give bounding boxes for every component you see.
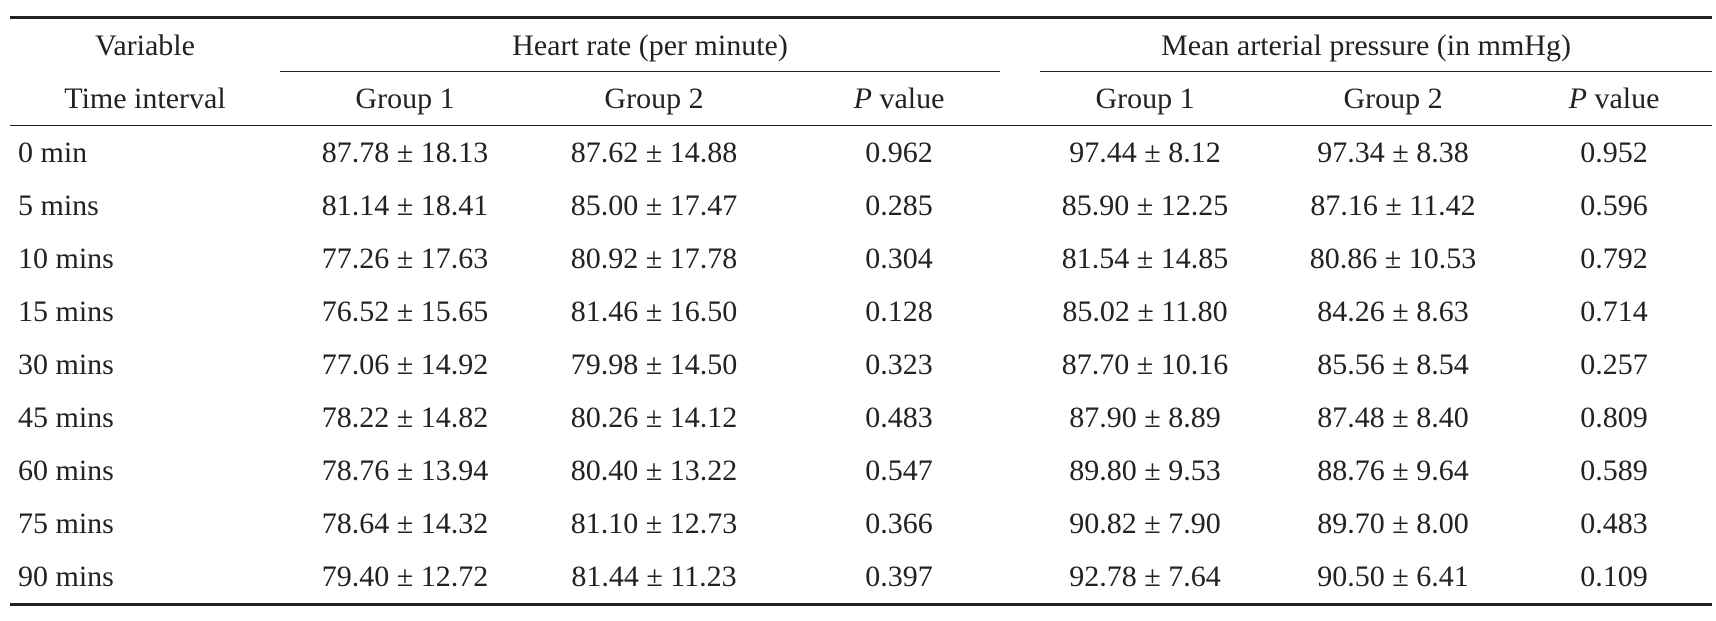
- cell-map-group2: 88.76 ± 9.64: [1317, 453, 1469, 487]
- cell-time: 0 min: [18, 135, 88, 169]
- cell-hr-group1: 77.06 ± 14.92: [321, 347, 489, 381]
- table-row: 30 mins 77.06 ± 14.92 79.98 ± 14.50 0.323 87…: [10, 338, 1712, 391]
- table-row: 90 mins 79.40 ± 12.72 81.44 ± 11.23 0.397 92…: [10, 550, 1713, 606]
- cell-map-p-value: 0.792: [1580, 241, 1648, 275]
- cell-map-group2: 84.26 ± 8.63: [1317, 294, 1469, 328]
- header-heart-rate: Heart rate (per minute): [280, 16, 1021, 72]
- cell-hr-p-value: 0.304: [865, 241, 933, 275]
- cell-map-group2: 87.16 ± 11.42: [1310, 188, 1476, 222]
- map-underline: [1040, 71, 1713, 72]
- p-value-word: value: [1594, 81, 1660, 115]
- comparison-table: Variable Heart rate (per minute) Mean ar…: [10, 16, 1713, 606]
- cell-time: 60 mins: [18, 453, 114, 487]
- cell-hr-group2: 79.98 ± 14.50: [570, 347, 738, 381]
- cell-hr-group2: 81.44 ± 11.23: [530, 550, 778, 606]
- header-map-label: Mean arterial pressure (in mmHg): [1161, 28, 1571, 62]
- cell-map-group2: 89.70 ± 8.00: [1317, 506, 1469, 540]
- table-row: 10 mins 77.26 ± 17.63 80.92 ± 17.78 0.304 81…: [10, 232, 1712, 285]
- cell-map-p-value: 0.109: [1516, 550, 1713, 606]
- cell-hr-group2: 80.26 ± 14.12: [570, 400, 738, 434]
- table-row: 45 mins 78.22 ± 14.82 80.26 ± 14.12 0.483 87…: [10, 391, 1712, 444]
- p-letter: P: [853, 81, 872, 115]
- cell-map-p-value: 0.809: [1580, 400, 1648, 434]
- header-row-1: Variable Heart rate (per minute) Mean ar…: [10, 16, 1713, 72]
- cell-hr-group2: 80.92 ± 17.78: [570, 241, 738, 275]
- cell-hr-p-value: 0.483: [865, 400, 933, 434]
- cell-map-group1: 87.90 ± 8.89: [1069, 400, 1221, 434]
- header-map-group2: Group 2: [1270, 72, 1517, 126]
- cell-map-p-value: 0.952: [1580, 135, 1648, 169]
- cell-hr-group1: 76.52 ± 15.65: [321, 294, 489, 328]
- cell-map-group2: 85.56 ± 8.54: [1317, 347, 1469, 381]
- cell-map-group1: 87.70 ± 10.16: [1061, 347, 1229, 381]
- cell-hr-group1: 77.26 ± 17.63: [321, 241, 489, 275]
- cell-map-group1: 85.90 ± 12.25: [1061, 188, 1229, 222]
- cell-hr-p-value: 0.962: [865, 135, 933, 169]
- cell-hr-p-value: 0.323: [865, 347, 933, 381]
- cell-map-group2: 97.34 ± 8.38: [1317, 135, 1469, 169]
- header-map: Mean arterial pressure (in mmHg): [1020, 16, 1713, 72]
- data-table-container: Variable Heart rate (per minute) Mean ar…: [10, 16, 1713, 606]
- table-row: 0 min 87.78 ± 18.13 87.62 ± 14.88 0.962 97.4…: [10, 126, 1712, 180]
- cell-time: 10 mins: [18, 241, 114, 275]
- cell-map-p-value: 0.714: [1580, 294, 1648, 328]
- header-time-interval: Time interval: [10, 72, 280, 126]
- header-heart-rate-label: Heart rate (per minute): [512, 28, 788, 62]
- cell-time: 75 mins: [18, 506, 114, 540]
- header-map-group1: Group 1: [1020, 72, 1271, 126]
- cell-hr-p-value: 0.128: [865, 294, 933, 328]
- header-map-p-value: P value: [1516, 72, 1713, 126]
- header-hr-group1: Group 1: [280, 72, 530, 126]
- cell-map-p-value: 0.596: [1580, 188, 1648, 222]
- cell-hr-group1: 81.14 ± 18.41: [321, 188, 489, 222]
- cell-hr-group2: 80.40 ± 13.22: [570, 453, 738, 487]
- cell-map-group2: 87.48 ± 8.40: [1317, 400, 1469, 434]
- header-variable: Variable: [10, 16, 280, 72]
- cell-hr-p-value: 0.397: [778, 550, 1021, 606]
- cell-map-group1: 85.02 ± 11.80: [1062, 294, 1228, 328]
- cell-map-group1: 81.54 ± 14.85: [1061, 241, 1229, 275]
- cell-hr-group2: 87.62 ± 14.88: [570, 135, 738, 169]
- cell-hr-group1: 79.40 ± 12.72: [280, 550, 530, 606]
- cell-hr-group1: 78.64 ± 14.32: [321, 506, 489, 540]
- table-row: 15 mins 76.52 ± 15.65 81.46 ± 16.50 0.128 85…: [10, 285, 1712, 338]
- cell-hr-p-value: 0.366: [865, 506, 933, 540]
- cell-time: 30 mins: [18, 347, 114, 381]
- cell-hr-group1: 78.76 ± 13.94: [321, 453, 489, 487]
- cell-hr-group1: 78.22 ± 14.82: [321, 400, 489, 434]
- cell-map-group2: 90.50 ± 6.41: [1270, 550, 1517, 606]
- cell-hr-group2: 85.00 ± 17.47: [570, 188, 738, 222]
- cell-map-group2: 80.86 ± 10.53: [1309, 241, 1477, 275]
- header-hr-group2: Group 2: [530, 72, 778, 126]
- cell-time: 90 mins: [10, 550, 280, 606]
- cell-map-group1: 92.78 ± 7.64: [1020, 550, 1271, 606]
- header-row-2: Time interval Group 1 Group 2 P value Gr…: [10, 72, 1713, 126]
- cell-hr-group1: 87.78 ± 18.13: [321, 135, 489, 169]
- cell-hr-p-value: 0.547: [865, 453, 933, 487]
- cell-time: 5 mins: [18, 188, 99, 222]
- table-row: 60 mins 78.76 ± 13.94 80.40 ± 13.22 0.547 89…: [10, 444, 1712, 497]
- cell-map-p-value: 0.257: [1580, 347, 1648, 381]
- cell-map-p-value: 0.483: [1580, 506, 1648, 540]
- cell-map-group1: 90.82 ± 7.90: [1069, 506, 1221, 540]
- cell-hr-group2: 81.46 ± 16.50: [570, 294, 738, 328]
- table-row: 5 mins 81.14 ± 18.41 85.00 ± 17.47 0.285 85.…: [10, 179, 1712, 232]
- cell-map-group1: 89.80 ± 9.53: [1069, 453, 1221, 487]
- cell-time: 15 mins: [18, 294, 114, 328]
- cell-time: 45 mins: [18, 400, 114, 434]
- table-row: 75 mins 78.64 ± 14.32 81.10 ± 12.73 0.366 90…: [10, 497, 1712, 550]
- p-letter: P: [1568, 81, 1587, 115]
- p-value-word: value: [879, 81, 945, 115]
- heart-rate-underline: [280, 71, 1001, 72]
- header-hr-p-value: P value: [778, 72, 1021, 126]
- cell-hr-group2: 81.10 ± 12.73: [570, 506, 738, 540]
- cell-hr-p-value: 0.285: [865, 188, 933, 222]
- cell-map-group1: 97.44 ± 8.12: [1069, 135, 1221, 169]
- cell-map-p-value: 0.589: [1580, 453, 1648, 487]
